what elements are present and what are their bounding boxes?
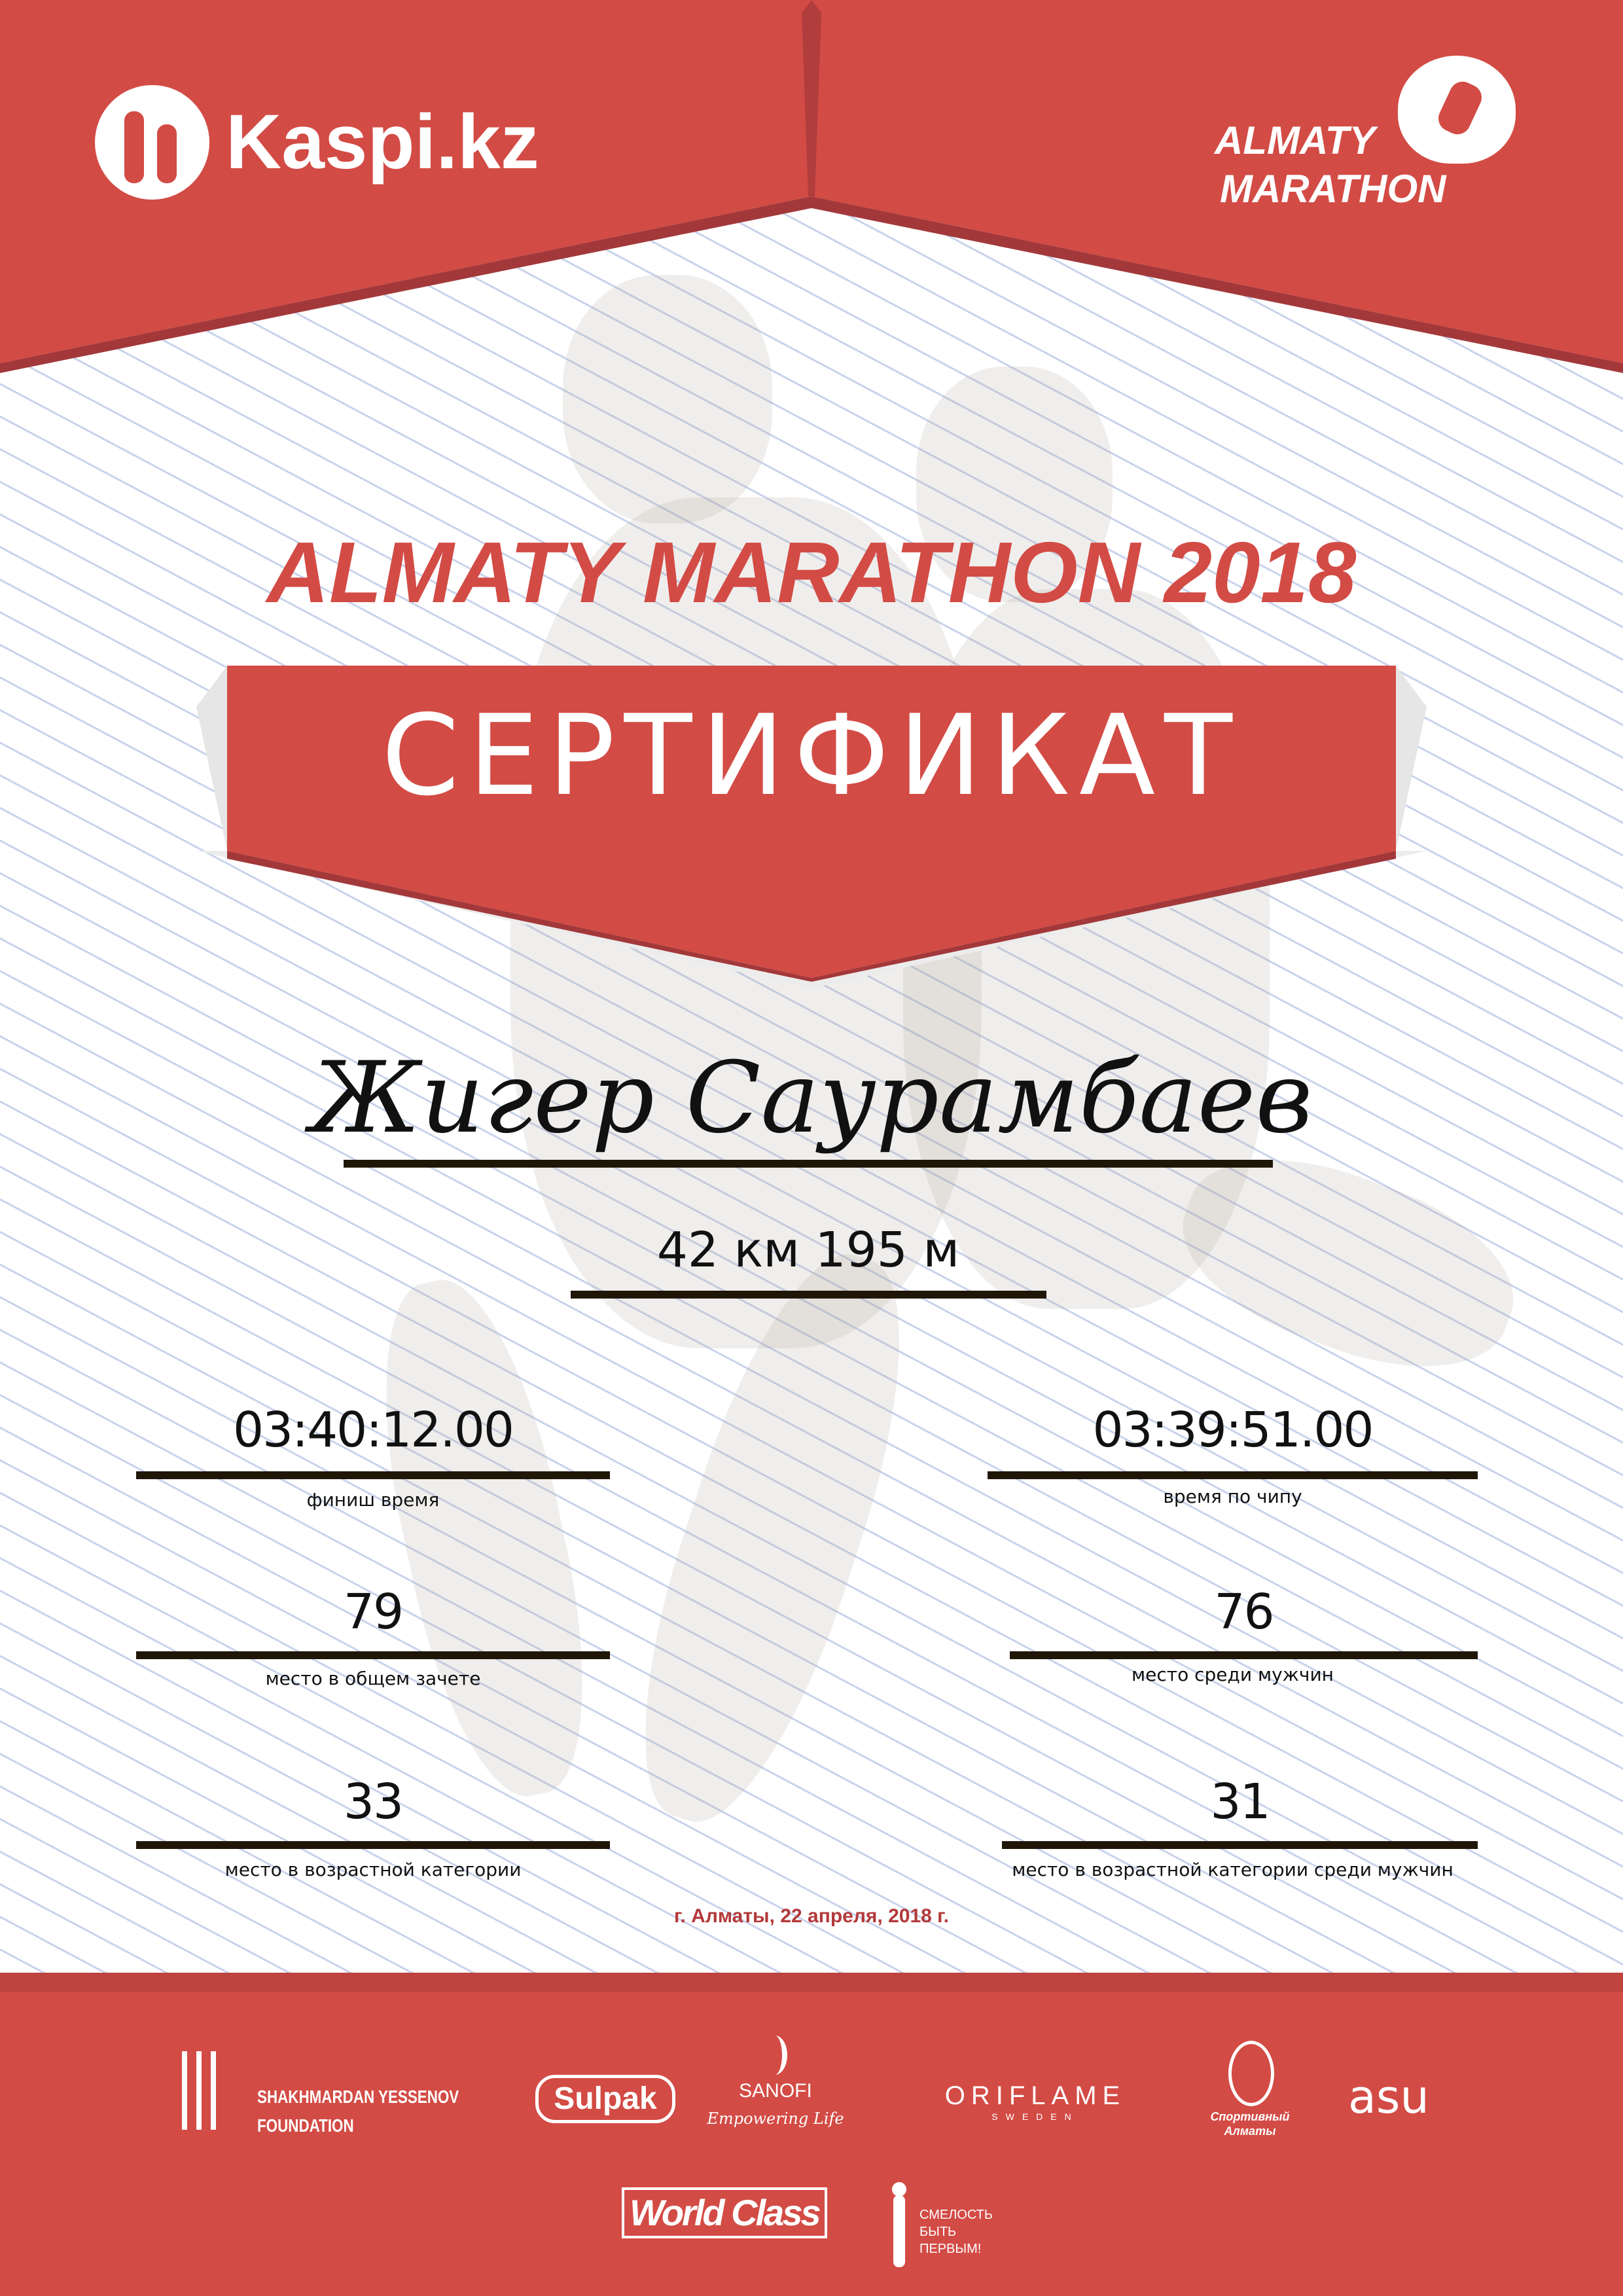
- male-place: 76: [1214, 1584, 1274, 1640]
- finish-time-label: финиш время: [306, 1489, 440, 1511]
- finish-time: 03:40:12.00: [232, 1402, 514, 1458]
- underline: [988, 1471, 1478, 1479]
- asu-logo: asu: [1348, 2070, 1429, 2124]
- worldclass-logo: World Class: [622, 2187, 827, 2238]
- yessenov-line2: FOUNDATION: [257, 2115, 354, 2136]
- name-underline: [344, 1160, 1273, 1168]
- male-place-label: место среди мужчин: [1132, 1664, 1334, 1685]
- almaty-marathon-logo: ALMATY MARATHON: [1215, 56, 1522, 219]
- certificate-heading: СЕРТИФИКАТ: [382, 691, 1241, 821]
- event-logo-line2: MARATHON: [1220, 167, 1446, 211]
- header-band: [0, 0, 1623, 373]
- underline: [136, 1841, 610, 1849]
- underline: [136, 1471, 610, 1479]
- certificate-banner: [196, 666, 1427, 988]
- sponsors-footer: SHAKHMARDAN YESSENOV FOUNDATION Sulpak S…: [0, 1973, 1623, 2296]
- sanofi-tagline: Empowering Life: [707, 2109, 844, 2128]
- distance: 42 км 195 м: [656, 1222, 960, 1278]
- chip-time: 03:39:51.00: [1092, 1402, 1374, 1458]
- kaspi-wordmark: Kaspi.kz: [226, 99, 539, 185]
- oriflame-wordmark: ORIFLAME: [944, 2081, 1126, 2110]
- age-category-male-place-label: место в возрастной категории среди мужчи…: [1012, 1859, 1454, 1880]
- sanofi-wordmark: SANOFI: [739, 2080, 812, 2102]
- oriflame-sub: SWEDEN: [991, 2111, 1079, 2122]
- oriflame-logo: ORIFLAME SWEDEN: [924, 2081, 1147, 2123]
- event-title: ALMATY MARATHON 2018: [266, 524, 1357, 620]
- sport-almaty-text: Спортивный Алматы: [1210, 2110, 1290, 2138]
- kaspi-people-icon: [95, 85, 209, 200]
- overall-place-label: место в общем зачете: [265, 1668, 481, 1689]
- age-category-place: 33: [343, 1774, 404, 1830]
- age-category-male-place: 31: [1210, 1774, 1270, 1830]
- sulpak-logo: Sulpak: [535, 2075, 675, 2123]
- distance-underline: [571, 1291, 1046, 1299]
- event-logo-line1: ALMATY: [1215, 118, 1376, 162]
- runner-icon: [1398, 56, 1516, 164]
- fund-line1: СМЕЛОСТЬ: [919, 2208, 993, 2222]
- underline: [1002, 1841, 1478, 1849]
- underline: [136, 1651, 610, 1659]
- yessenov-line1: SHAKHMARDAN YESSENOV: [257, 2087, 459, 2107]
- fund-line3: ПЕРВЫМ!: [919, 2242, 982, 2256]
- underline: [1010, 1651, 1478, 1659]
- age-category-place-label: место в возрастной категории: [224, 1859, 522, 1880]
- participant-name: Жигер Саурамбаев: [310, 1041, 1313, 1155]
- fund-line2: БЫТЬ: [919, 2225, 957, 2239]
- date-place: г. Алматы, 22 апреля, 2018 г.: [674, 1905, 949, 1927]
- overall-place: 79: [343, 1584, 404, 1640]
- chip-time-label: время по чипу: [1163, 1486, 1302, 1507]
